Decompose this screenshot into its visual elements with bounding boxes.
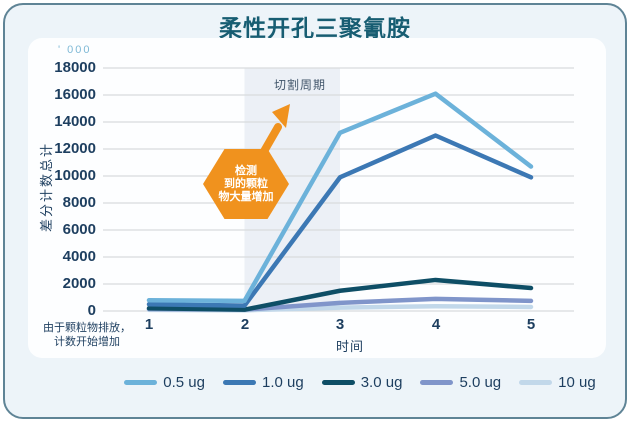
legend-swatch-icon [519, 380, 553, 385]
chart-title: 柔性开孔三聚氰胺 [219, 15, 411, 41]
legend-swatch-icon [124, 380, 158, 385]
y-tick-4000: 4000 [62, 248, 96, 265]
units-label: ' 000 [58, 44, 92, 56]
legend-swatch-icon [420, 380, 454, 385]
legend-swatch-icon [223, 380, 256, 385]
x-tick-1: 1 [144, 316, 154, 333]
y-tick-16000: 16000 [54, 86, 96, 103]
x-tick-2: 2 [240, 316, 250, 333]
y-tick-0: 0 [87, 302, 96, 319]
y-tick-10000: 10000 [54, 167, 96, 184]
y-tick-2000: 2000 [62, 275, 96, 292]
x-tick-5: 5 [526, 316, 536, 333]
hexagon-text-line2: 到的颗粒 [224, 178, 268, 190]
y-tick-12000: 12000 [54, 140, 96, 157]
legend-label: 3.0 ug [360, 374, 403, 391]
hexagon-text-line3: 物大量增加 [218, 191, 274, 203]
y-tick-8000: 8000 [62, 194, 96, 211]
x-axis-label: 时间 [335, 339, 364, 354]
legend-item-0.5ug: 0.5 ug [124, 374, 205, 391]
y-tick-14000: 14000 [54, 113, 96, 130]
hexagon-annotation-text: 检测 到的颗粒 物大量增加 [202, 165, 290, 204]
emission-note-line1: 由于颗粒物排放， [43, 322, 131, 334]
legend-item-3.0ug: 3.0 ug [321, 374, 403, 391]
x-tick-3: 3 [335, 316, 345, 333]
legend: 0.5 ug 1.0 ug 3.0 ug 5.0 ug 10 ug [100, 374, 620, 391]
emission-note-line2: 计数开始增加 [54, 336, 120, 348]
legend-item-5.0ug: 5.0 ug [420, 374, 501, 391]
legend-swatch-icon [321, 380, 355, 385]
legend-label: 5.0 ug [459, 374, 502, 391]
x-tick-4: 4 [431, 316, 441, 333]
hexagon-text-line1: 检测 [235, 165, 257, 177]
cutting-cycle-label: 切割周期 [273, 78, 326, 92]
legend-item-10ug: 10 ug [519, 374, 596, 391]
emission-note: 由于颗粒物排放， 计数开始增加 [28, 321, 146, 349]
legend-item-1.0ug: 1.0 ug [223, 374, 304, 391]
y-tick-18000: 18000 [54, 59, 96, 76]
legend-label: 0.5 ug [163, 374, 205, 391]
legend-label: 10 ug [558, 374, 596, 391]
y-tick-6000: 6000 [62, 221, 96, 238]
legend-label: 1.0 ug [262, 374, 304, 391]
